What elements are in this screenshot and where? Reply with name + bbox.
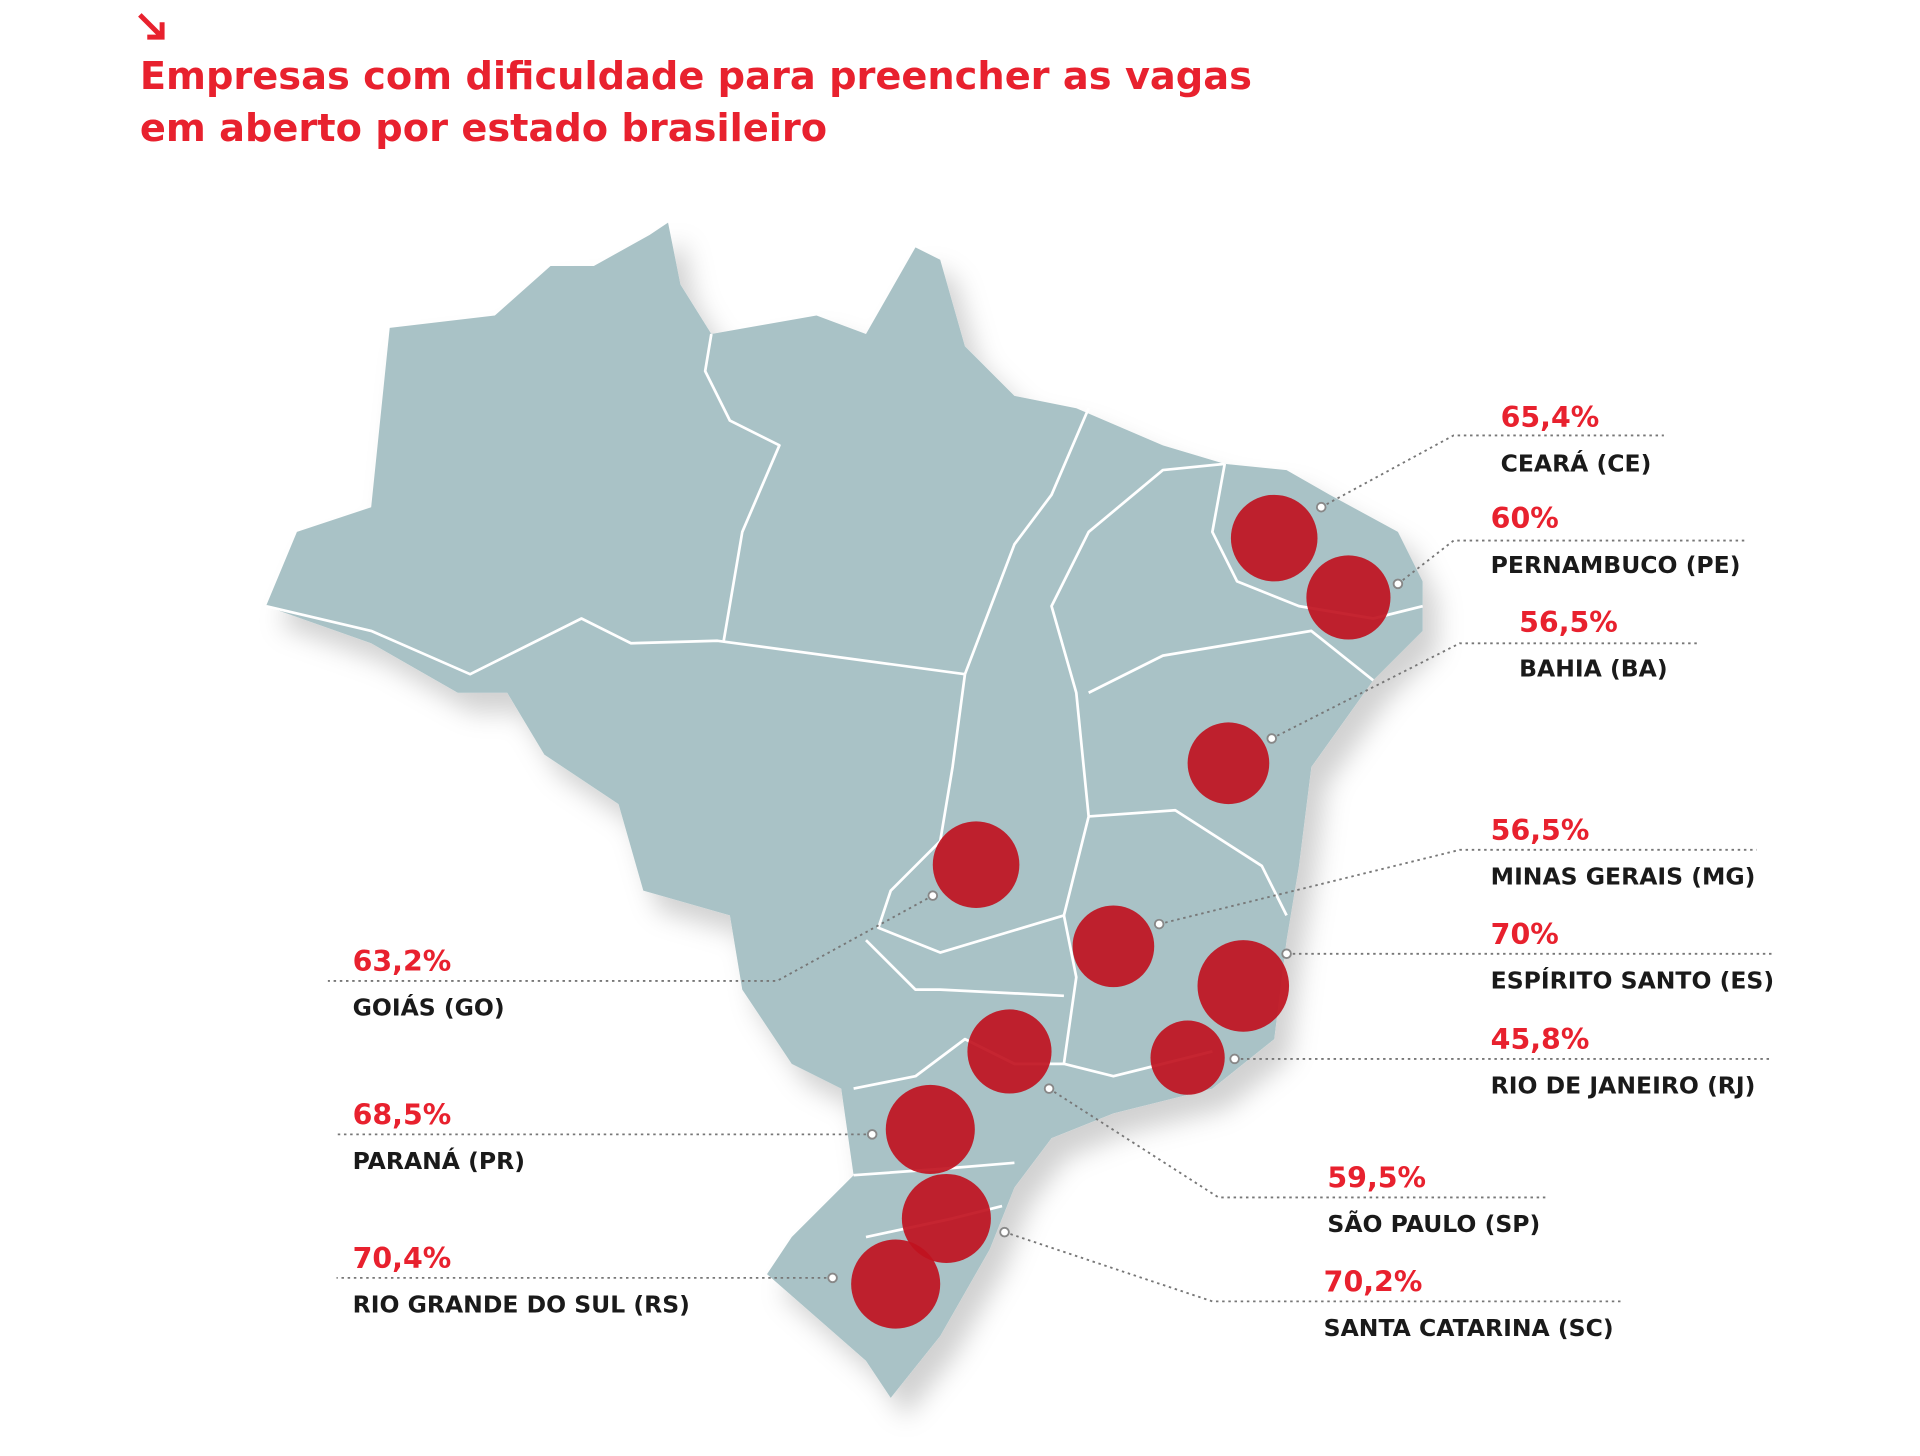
connector-dot: [1392, 578, 1404, 590]
state-name: GOIÁS (GO): [353, 994, 505, 1022]
value-label: 70,2%: [1324, 1265, 1423, 1298]
bubble: [885, 1084, 975, 1174]
brazil-shape: [266, 222, 1423, 1398]
value-label: 63,2%: [353, 945, 452, 978]
state-name: PARANÁ (PR): [353, 1147, 525, 1175]
bubble: [1197, 940, 1290, 1032]
connector-dot: [927, 890, 939, 901]
state-name: CEARÁ (CE): [1501, 449, 1652, 477]
state-name: RIO DE JANEIRO (RJ): [1491, 1072, 1756, 1100]
state-name: MINAS GERAIS (MG): [1491, 862, 1756, 890]
connector: [1158, 848, 1757, 925]
connector-dot: [1043, 1083, 1055, 1094]
title-line: Empresas com dificuldade para preencher …: [140, 54, 1252, 99]
bubble: [932, 821, 1020, 908]
title-line: em aberto por estado brasileiro: [140, 106, 827, 151]
bubble: [1187, 722, 1270, 805]
connector-dot: [1315, 501, 1327, 513]
connector-dot: [1153, 918, 1165, 930]
connector-dot: [999, 1226, 1010, 1238]
bubble: [1306, 555, 1391, 640]
connector: [327, 894, 934, 982]
bubble: [851, 1239, 941, 1329]
value-label: 45,8%: [1491, 1023, 1590, 1056]
connector-dot: [827, 1272, 838, 1284]
connector-dot: [1266, 733, 1277, 744]
state-name: RIO GRANDE DO SUL (RS): [353, 1291, 690, 1319]
bubble: [1150, 1020, 1225, 1095]
state-name: SÃO PAULO (SP): [1327, 1210, 1540, 1238]
value-label: 70,4%: [353, 1242, 452, 1275]
bubble: [901, 1173, 991, 1264]
bubble: [1230, 494, 1318, 582]
value-label: 59,5%: [1327, 1162, 1426, 1195]
value-label: 68,5%: [353, 1098, 452, 1131]
value-label: 56,5%: [1519, 606, 1618, 639]
connector-dot: [1281, 948, 1292, 960]
state-name: SANTA CATARINA (SC): [1324, 1314, 1614, 1342]
value-label: 60%: [1491, 502, 1559, 535]
connector: [1048, 1087, 1549, 1199]
connector: [1004, 1231, 1621, 1303]
bubble: [967, 1009, 1052, 1094]
state-name: PERNAMBUCO (PE): [1491, 551, 1741, 579]
value-label: 56,5%: [1491, 814, 1590, 847]
connector-dot: [866, 1129, 878, 1140]
connector: [1320, 434, 1664, 509]
connector: [1271, 642, 1698, 740]
bubble: [1072, 905, 1155, 988]
state-name: BAHIA (BA): [1519, 655, 1667, 683]
state-name: ESPÍRITO SANTO (ES): [1491, 966, 1774, 994]
connector-dot: [1229, 1053, 1240, 1065]
arrow-icon: [138, 13, 165, 40]
value-label: 65,4%: [1501, 401, 1600, 434]
value-label: 70%: [1491, 918, 1559, 951]
